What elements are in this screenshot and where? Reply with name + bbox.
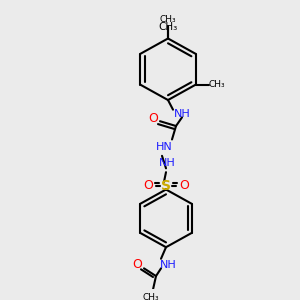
Text: O: O: [148, 112, 158, 125]
Text: NH: NH: [160, 260, 176, 269]
Text: O: O: [132, 258, 142, 271]
Text: NH: NH: [174, 109, 190, 118]
Text: CH₃: CH₃: [208, 80, 225, 89]
Text: CH₃: CH₃: [158, 22, 178, 32]
Text: CH₃: CH₃: [143, 293, 159, 300]
Text: HN: HN: [156, 142, 172, 152]
Text: O: O: [179, 179, 189, 192]
Text: CH₃: CH₃: [160, 15, 176, 24]
Text: O: O: [143, 179, 153, 192]
Text: S: S: [161, 178, 171, 193]
Text: NH: NH: [159, 158, 176, 168]
